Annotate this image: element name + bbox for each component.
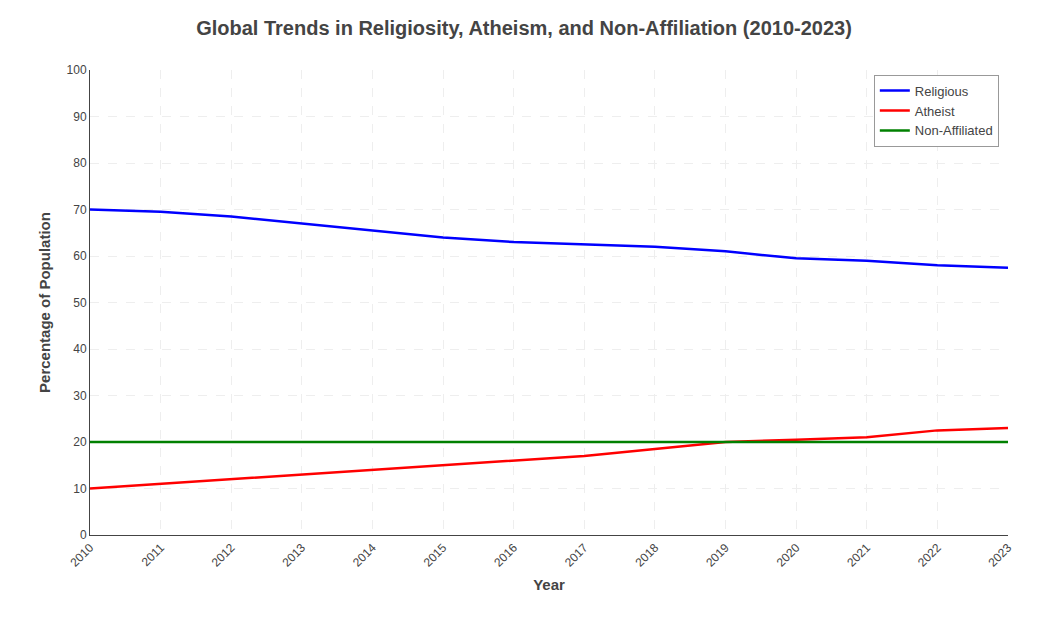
svg-text:Global Trends in Religiosity,: Global Trends in Religiosity, Atheism, a… — [196, 17, 852, 39]
svg-text:2016: 2016 — [491, 541, 520, 570]
svg-text:70: 70 — [73, 203, 87, 217]
svg-text:2020: 2020 — [774, 541, 803, 570]
svg-text:30: 30 — [73, 389, 87, 403]
svg-text:2019: 2019 — [703, 541, 732, 570]
svg-text:90: 90 — [73, 110, 87, 124]
svg-text:100: 100 — [67, 63, 87, 77]
svg-text:2011: 2011 — [139, 541, 167, 569]
svg-text:2014: 2014 — [350, 541, 379, 570]
svg-text:0: 0 — [80, 528, 87, 542]
svg-text:2015: 2015 — [421, 541, 450, 570]
svg-text:2022: 2022 — [915, 541, 944, 570]
svg-text:Atheist: Atheist — [915, 104, 955, 119]
svg-text:Year: Year — [533, 576, 565, 593]
svg-text:Percentage of Population: Percentage of Population — [36, 212, 53, 393]
svg-text:2017: 2017 — [562, 541, 591, 570]
svg-text:2012: 2012 — [209, 541, 238, 570]
svg-text:60: 60 — [73, 249, 87, 263]
svg-text:10: 10 — [73, 482, 87, 496]
svg-text:50: 50 — [73, 296, 87, 310]
svg-text:2013: 2013 — [279, 541, 308, 570]
svg-text:Non-Affiliated: Non-Affiliated — [915, 123, 993, 138]
svg-text:Religious: Religious — [915, 84, 969, 99]
svg-text:2010: 2010 — [68, 541, 97, 570]
svg-text:20: 20 — [73, 435, 87, 449]
svg-text:2023: 2023 — [986, 541, 1015, 570]
svg-text:80: 80 — [73, 156, 87, 170]
svg-text:2021: 2021 — [844, 541, 873, 570]
svg-text:2018: 2018 — [633, 541, 662, 570]
svg-text:40: 40 — [73, 342, 87, 356]
